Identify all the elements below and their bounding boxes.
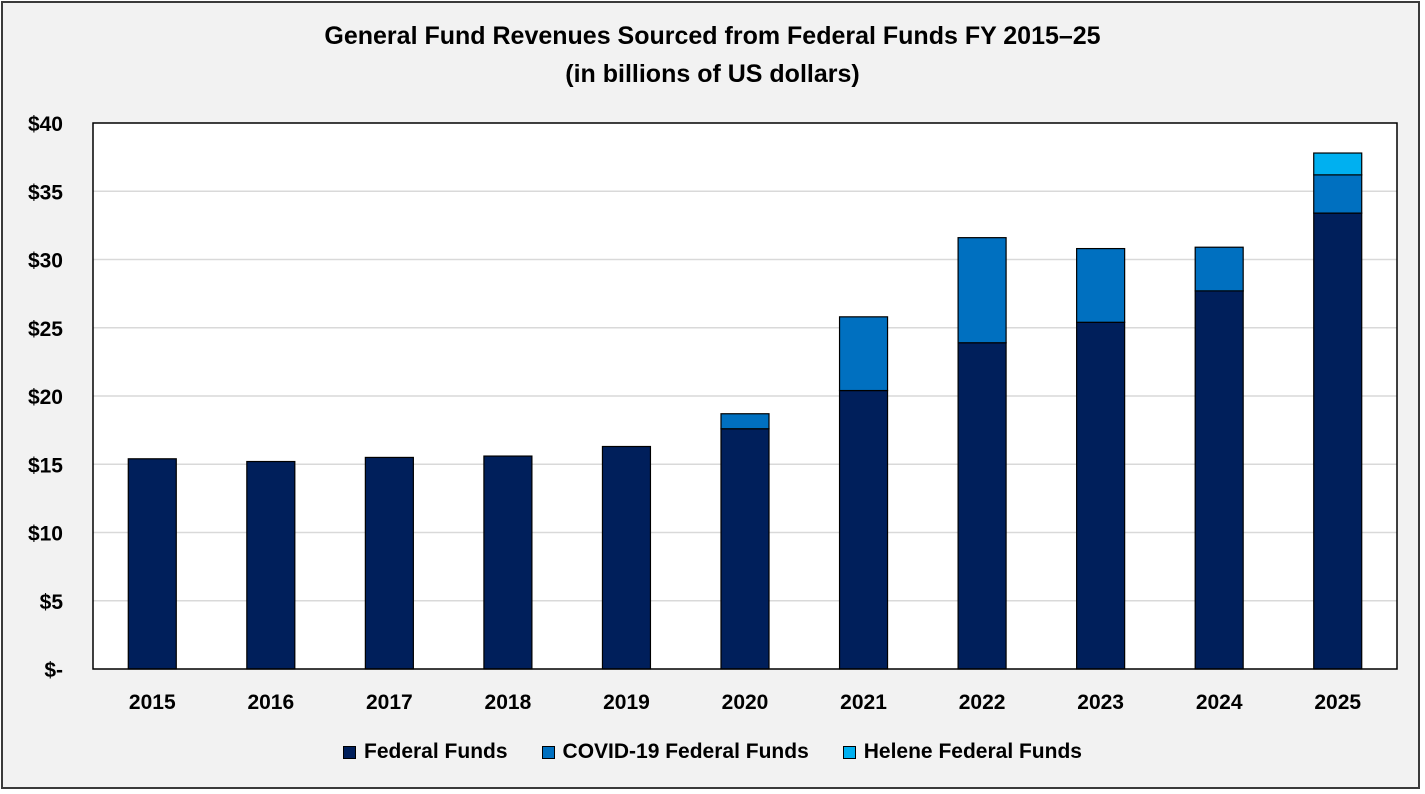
bar-segment <box>1076 321 1126 670</box>
bar-segment <box>1313 152 1363 176</box>
y-tick-label: $40 <box>28 113 63 136</box>
bar-segment <box>127 458 177 670</box>
x-tick-label: 2025 <box>1314 691 1361 714</box>
x-tick-label: 2015 <box>129 691 176 714</box>
legend-label: Helene Federal Funds <box>863 740 1082 763</box>
chart-title: General Fund Revenues Sourced from Feder… <box>324 22 1101 50</box>
y-tick-label: $20 <box>28 386 63 409</box>
bar-segment <box>957 342 1007 670</box>
bar-segment <box>720 428 770 670</box>
bar-segment <box>1194 290 1244 670</box>
y-tick-label: $15 <box>28 454 63 477</box>
legend-item: Federal Funds <box>343 740 508 764</box>
bar-segment <box>1313 212 1363 670</box>
x-tick-label: 2016 <box>247 691 294 714</box>
bar-segment <box>838 389 889 670</box>
plot-border <box>92 122 1398 670</box>
x-tick-label: 2022 <box>959 691 1006 714</box>
y-tick-label: $30 <box>28 250 63 273</box>
bar-segment <box>1076 247 1126 323</box>
y-tick-label: $10 <box>28 523 63 546</box>
x-tick-label: 2018 <box>485 691 532 714</box>
bar-segment <box>364 456 414 670</box>
legend-item: Helene Federal Funds <box>842 740 1082 764</box>
legend-swatch <box>541 745 555 759</box>
legend-swatch <box>842 745 856 759</box>
bar-segment <box>246 460 296 670</box>
x-tick-label: 2017 <box>366 691 413 714</box>
x-tick-label: 2024 <box>1196 691 1243 714</box>
x-tick-label: 2023 <box>1077 691 1124 714</box>
bar-segment <box>1194 246 1244 292</box>
legend-swatch <box>343 745 356 759</box>
y-tick-label: $35 <box>28 181 63 204</box>
x-tick-label: 2019 <box>603 691 650 714</box>
legend-item: COVID-19 Federal Funds <box>541 740 809 764</box>
bar-segment <box>601 445 652 670</box>
legend-label: Federal Funds <box>364 740 508 763</box>
y-tick-label: $- <box>44 659 63 682</box>
bar-segment <box>483 455 533 670</box>
legend: Federal Funds COVID-19 Federal Funds Helen… <box>0 740 1425 764</box>
bar-segment <box>957 237 1007 344</box>
bar-segment <box>1313 174 1363 214</box>
chart-subtitle: (in billions of US dollars) <box>565 60 860 88</box>
x-tick-label: 2021 <box>840 691 887 714</box>
bar-segment <box>838 316 889 392</box>
bar-segment <box>720 413 770 430</box>
legend-label: COVID-19 Federal Funds <box>562 740 809 763</box>
y-tick-label: $5 <box>40 591 64 614</box>
x-tick-label: 2020 <box>722 691 769 714</box>
y-tick-label: $25 <box>28 318 63 341</box>
